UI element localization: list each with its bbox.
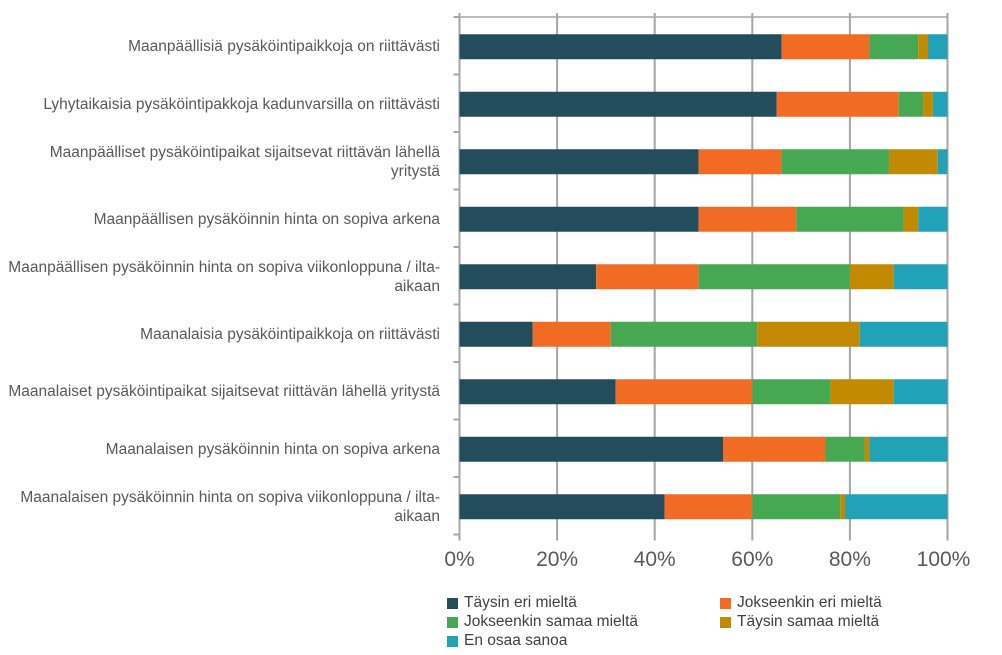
bar-segment (698, 264, 850, 290)
category-label: Maanpäällisen pysäköinnin hinta on sopiv… (93, 210, 440, 228)
x-tick-label: 40% (633, 548, 676, 571)
bar-segment (923, 91, 933, 117)
bar-segment (698, 206, 797, 232)
legend-label: Jokseenkin samaa mieltä (464, 613, 639, 630)
bar-segment (937, 149, 948, 175)
bar-segment (459, 264, 597, 290)
x-tick-label: 80% (828, 548, 871, 571)
x-tick-label: 20% (536, 548, 579, 571)
bar-segment (459, 379, 616, 405)
legend-swatch (720, 616, 731, 628)
bar-segment (459, 321, 533, 347)
bar-segment (781, 149, 889, 175)
legend-label: En osaa sanoa (464, 632, 568, 649)
legend-item: Täysin samaa mieltä (720, 613, 879, 631)
bar-segment (927, 34, 948, 60)
bar-segment (888, 149, 938, 175)
legend-item: Jokseenkin samaa mieltä (447, 613, 638, 631)
bar-segment (723, 436, 826, 462)
category-label: Maanpäälliset pysäköintipaikat sijaitsev… (49, 143, 440, 180)
x-tick-label: 0% (444, 548, 475, 571)
legend-swatch (447, 616, 458, 628)
bar-segment (903, 206, 919, 232)
x-tick-label: 100% (916, 548, 971, 571)
bar-segment (840, 494, 846, 520)
category-label: Maanpäällisen pysäköinnin hinta on sopiv… (8, 258, 440, 295)
category-label: Maanalaisen pysäköinnin hinta on sopiva … (105, 440, 440, 458)
bar-segment (752, 379, 831, 405)
legend-item: Jokseenkin eri mieltä (720, 594, 882, 612)
bar-segment (859, 321, 948, 347)
bar-segment (596, 264, 699, 290)
bar-segment (698, 149, 782, 175)
legend-label: Täysin samaa mieltä (737, 613, 880, 630)
bar-segment (781, 34, 870, 60)
bar-segment (776, 91, 899, 117)
bar-segment (459, 149, 699, 175)
legend-swatch (447, 635, 458, 647)
bar-segment (932, 91, 948, 117)
x-tick-label: 60% (731, 548, 774, 571)
bar-segment (869, 34, 919, 60)
bar-segment (845, 494, 948, 520)
legend-label: Jokseenkin eri mieltä (737, 594, 882, 611)
bar-segment (869, 436, 948, 462)
category-label: Maanalaiset pysäköintipaikat sijaitsevat… (8, 383, 440, 401)
bar-segment (615, 379, 753, 405)
legend-swatch (720, 597, 731, 609)
legend-item: Täysin eri mieltä (447, 594, 577, 612)
bar-segment (918, 34, 928, 60)
bar-segment (864, 436, 870, 462)
bar-segment (664, 494, 753, 520)
bar-segment (757, 321, 860, 347)
legend-item: En osaa sanoa (447, 632, 567, 650)
bar-segment (830, 379, 894, 405)
bar-segment (898, 91, 924, 117)
bar-segment (459, 494, 665, 520)
bar-segment (825, 436, 865, 462)
category-label: Maanalaisia pysäköintipaikkoja on riittä… (140, 325, 440, 343)
legend-swatch (447, 597, 458, 609)
bar-segment (893, 264, 948, 290)
bar-segment (918, 206, 948, 232)
bar-segment (849, 264, 894, 290)
bar-segment (459, 34, 782, 60)
bar-segment (459, 436, 724, 462)
bar-segment (459, 91, 777, 117)
bar-segment (532, 321, 611, 347)
bar-segment (796, 206, 904, 232)
bar-segment (893, 379, 948, 405)
bar-segment (459, 206, 699, 232)
category-label: Lyhytaikaisia pysäköintipakkoja kadunvar… (43, 95, 440, 113)
category-label: Maanpäällisiä pysäköintipaikkoja on riit… (128, 38, 440, 56)
category-label: Maanalaisen pysäköinnin hinta on sopiva … (20, 488, 440, 525)
legend-label: Täysin eri mieltä (464, 594, 577, 611)
bar-segment (752, 494, 841, 520)
bar-segment (610, 321, 758, 347)
